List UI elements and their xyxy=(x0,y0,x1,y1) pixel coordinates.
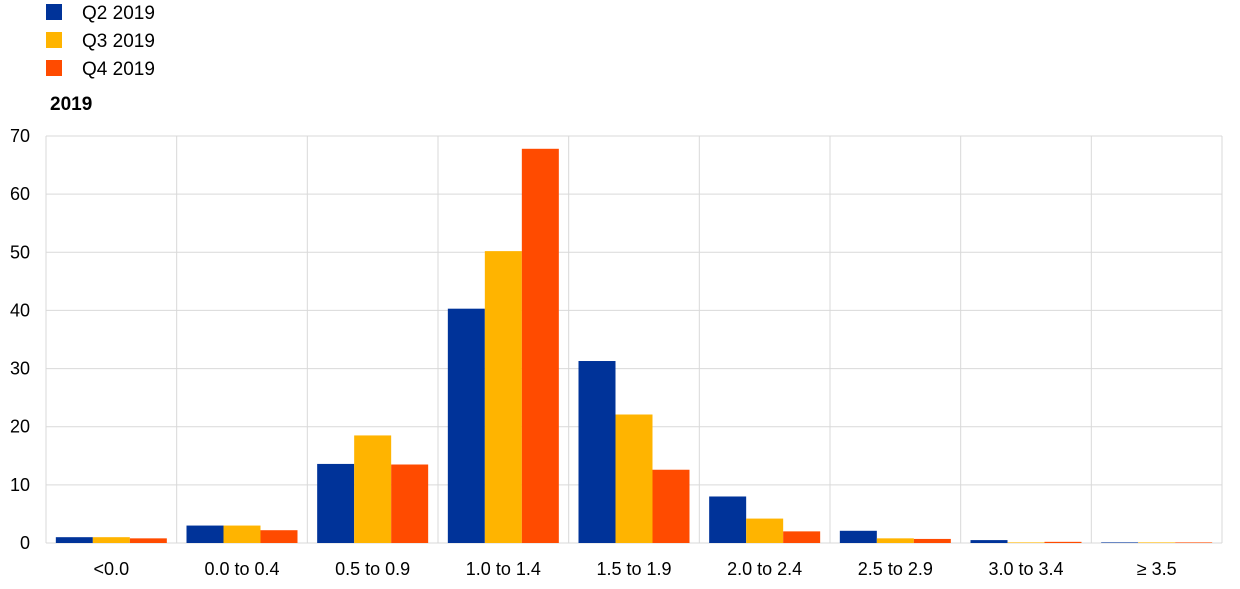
bar xyxy=(223,525,261,543)
gridlines xyxy=(45,135,1223,544)
y-tick-label: 70 xyxy=(10,126,30,146)
bar xyxy=(521,148,559,543)
bar xyxy=(1007,542,1045,543)
legend-label: Q4 2019 xyxy=(82,59,155,80)
bar xyxy=(317,463,355,543)
y-tick-label: 30 xyxy=(10,359,30,379)
x-axis-ticks: <0.0 0.0 to 0.4 0.5 to 0.9 1.0 to 1.4 1.5 to… xyxy=(94,559,1177,579)
x-tick-label: <0.0 xyxy=(94,559,130,579)
bar xyxy=(1044,541,1082,543)
x-tick-label: 0.5 to 0.9 xyxy=(335,559,410,579)
bar xyxy=(260,530,298,543)
x-tick-label: 1.0 to 1.4 xyxy=(466,559,541,579)
legend-swatch xyxy=(46,32,62,48)
bar xyxy=(913,538,951,543)
bar xyxy=(652,469,690,543)
bar xyxy=(447,308,485,543)
x-tick-label: 3.0 to 3.4 xyxy=(988,559,1063,579)
bar xyxy=(92,537,130,543)
y-tick-label: 10 xyxy=(10,475,30,495)
bars xyxy=(55,148,1213,543)
y-tick-label: 40 xyxy=(10,300,30,320)
y-tick-label: 0 xyxy=(20,533,30,553)
bar xyxy=(1101,542,1139,543)
bar xyxy=(783,531,821,543)
legend-label: Q3 2019 xyxy=(82,31,155,52)
y-tick-label: 50 xyxy=(10,242,30,262)
bar xyxy=(1175,542,1213,543)
x-tick-label: ≥ 3.5 xyxy=(1137,559,1177,579)
legend: Q2 2019 Q3 2019 Q4 2019 xyxy=(46,3,155,80)
bar xyxy=(709,496,747,543)
bar xyxy=(391,464,429,543)
y-tick-label: 60 xyxy=(10,184,30,204)
x-tick-label: 1.5 to 1.9 xyxy=(596,559,671,579)
y-axis-ticks: 0 10 20 30 40 50 60 70 xyxy=(10,126,30,553)
bar xyxy=(578,361,616,543)
bar xyxy=(186,525,224,543)
bar xyxy=(876,538,914,543)
bar xyxy=(1138,542,1176,543)
x-tick-label: 2.0 to 2.4 xyxy=(727,559,802,579)
legend-swatch xyxy=(46,4,62,20)
bar xyxy=(55,537,93,543)
legend-swatch xyxy=(46,60,62,76)
legend-label: Q2 2019 xyxy=(82,3,155,24)
bar xyxy=(746,518,784,543)
y-tick-label: 20 xyxy=(10,417,30,437)
bar xyxy=(839,530,877,543)
bar xyxy=(615,414,653,543)
bar xyxy=(970,540,1008,543)
bar xyxy=(129,538,167,543)
chart-title: 2019 xyxy=(50,94,92,115)
x-tick-label: 0.0 to 0.4 xyxy=(204,559,279,579)
x-tick-label: 2.5 to 2.9 xyxy=(858,559,933,579)
bar xyxy=(484,251,522,543)
bar xyxy=(354,435,392,543)
